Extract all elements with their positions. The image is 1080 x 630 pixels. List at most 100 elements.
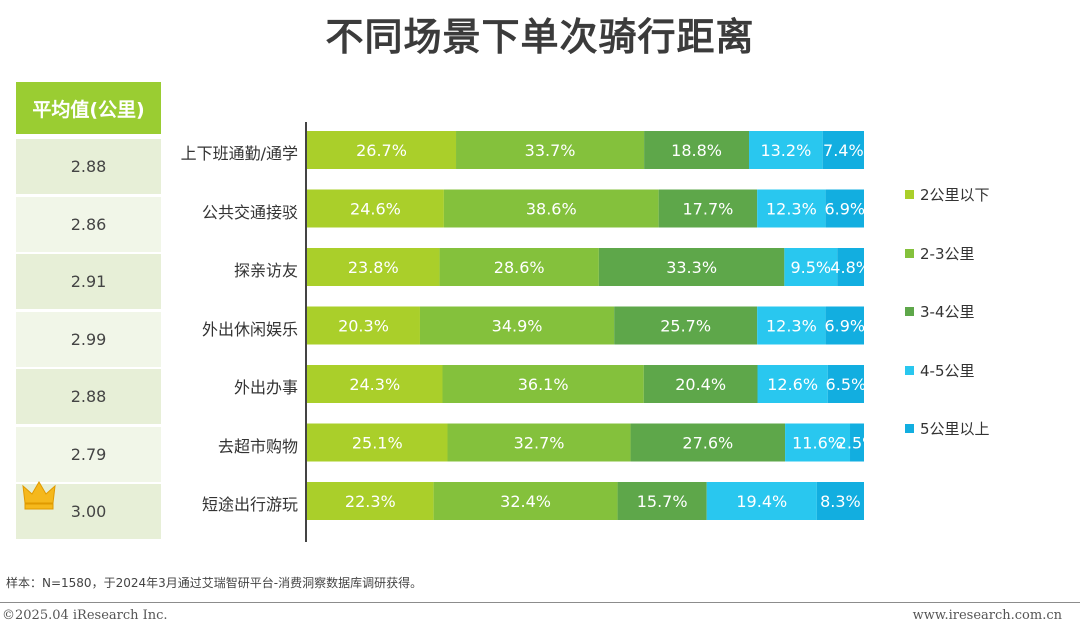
category-label: 外出休闲娱乐 xyxy=(201,319,298,339)
data-label: 12.3% xyxy=(766,200,817,219)
data-label: 24.6% xyxy=(350,200,401,219)
average-value: 2.86 xyxy=(16,196,161,252)
data-label: 36.1% xyxy=(518,375,569,394)
data-label: 32.7% xyxy=(514,434,565,453)
legend-item: 2公里以下 xyxy=(905,184,990,205)
legend-label: 4-5公里 xyxy=(920,361,975,380)
bar-segment xyxy=(816,482,864,520)
legend-swatch xyxy=(905,190,914,199)
bar-segment xyxy=(307,365,443,403)
bar-segment xyxy=(443,189,659,228)
website-url: www.iresearch.com.cn xyxy=(912,608,1062,623)
chart-title: 不同场景下单次骑行距离 xyxy=(325,15,755,59)
category-label: 短途出行游玩 xyxy=(201,495,298,514)
legend-label: 5公里以上 xyxy=(920,420,990,438)
bar-segment xyxy=(456,131,645,169)
legend-label: 3-4公里 xyxy=(920,303,975,321)
bar-segment xyxy=(617,482,707,520)
data-label: 19.4% xyxy=(736,492,787,511)
bar-segment xyxy=(644,131,750,169)
bar-segment xyxy=(643,365,758,403)
data-label: 26.7% xyxy=(356,141,407,160)
bar-segment xyxy=(614,306,758,345)
bar-segment xyxy=(307,131,457,169)
legend-item: 3-4公里 xyxy=(905,301,975,322)
data-label: 6.5% xyxy=(826,375,867,394)
data-label: 22.3% xyxy=(345,492,396,511)
bar-segment xyxy=(837,248,864,286)
legend-item: 4-5公里 xyxy=(905,360,975,381)
data-label: 6.9% xyxy=(824,317,865,336)
legend-item: 2-3公里 xyxy=(905,243,975,264)
legend-swatch xyxy=(905,424,914,433)
bar-segment xyxy=(706,482,817,520)
footer-divider xyxy=(0,602,1080,603)
bar-segment xyxy=(439,248,599,286)
data-label: 38.6% xyxy=(526,200,577,219)
bar-segment xyxy=(822,131,864,169)
category-label: 公共交通接驳 xyxy=(201,202,298,222)
data-label: 12.3% xyxy=(766,317,817,336)
data-label: 34.9% xyxy=(492,317,543,336)
bar-segment xyxy=(827,365,864,403)
footnote: 样本：N=1580，于2024年3月通过艾瑞智研平台-消费洞察数据库调研获得。 xyxy=(6,576,423,590)
bar-segment xyxy=(749,131,823,169)
bar-segment xyxy=(419,306,615,345)
legend-swatch xyxy=(905,248,914,258)
data-label: 11.6% xyxy=(792,434,843,453)
data-label: 20.3% xyxy=(338,317,389,336)
bar-segment xyxy=(307,189,444,228)
data-label: 32.4% xyxy=(500,492,551,511)
bar-segment xyxy=(307,248,440,286)
data-label: 4.8% xyxy=(830,258,871,277)
data-label: 6.9% xyxy=(824,200,865,219)
legend-swatch xyxy=(905,365,914,375)
bar-segment xyxy=(658,189,758,228)
bar-segment xyxy=(757,365,828,403)
category-label: 探亲访友 xyxy=(233,261,298,280)
data-label: 18.8% xyxy=(671,141,722,160)
bar-segment xyxy=(447,423,631,462)
data-label: 24.3% xyxy=(349,375,400,394)
average-column-header: 平均值(公里) xyxy=(16,82,161,134)
data-label: 7.4% xyxy=(823,141,864,160)
data-label: 25.7% xyxy=(660,317,711,336)
data-label: 20.4% xyxy=(675,375,726,394)
average-value: 2.88 xyxy=(16,139,161,194)
bar-segment xyxy=(433,482,618,520)
legend-swatch xyxy=(905,307,914,316)
category-label: 外出办事 xyxy=(233,378,298,397)
data-label: 28.6% xyxy=(494,258,545,277)
copyright: ©2025.04 iResearch Inc. xyxy=(2,608,168,623)
data-label: 27.6% xyxy=(682,434,733,453)
bar-segment xyxy=(825,189,864,228)
bar-segment xyxy=(307,306,420,345)
category-label: 上下班通勤/通学 xyxy=(180,144,298,163)
data-label: 13.2% xyxy=(760,141,811,160)
legend-label: 2-3公里 xyxy=(920,244,975,263)
data-label: 25.1% xyxy=(352,434,403,453)
bar-segment xyxy=(442,365,644,403)
bar-segment xyxy=(757,306,826,345)
average-value: 2.99 xyxy=(16,311,161,367)
data-label: 2.5% xyxy=(837,434,878,453)
legend-item: 5公里以上 xyxy=(905,418,990,439)
bar-segment xyxy=(825,306,864,345)
data-label: 33.3% xyxy=(666,258,717,277)
category-label: 去超市购物 xyxy=(217,436,298,456)
average-value: 3.00 xyxy=(16,484,161,539)
y-axis-line xyxy=(305,122,307,542)
bar-segment xyxy=(307,423,448,462)
data-label: 23.8% xyxy=(348,258,399,277)
bar-segment xyxy=(757,189,826,228)
data-label: 8.3% xyxy=(820,492,861,511)
data-label: 9.5% xyxy=(790,258,831,277)
data-label: 33.7% xyxy=(525,141,576,160)
average-value: 2.88 xyxy=(16,369,161,424)
bar-segment xyxy=(598,248,785,286)
bar-segment xyxy=(630,423,786,462)
bar-segment xyxy=(307,482,434,520)
data-label: 12.6% xyxy=(767,375,818,394)
data-label: 17.7% xyxy=(683,200,734,219)
